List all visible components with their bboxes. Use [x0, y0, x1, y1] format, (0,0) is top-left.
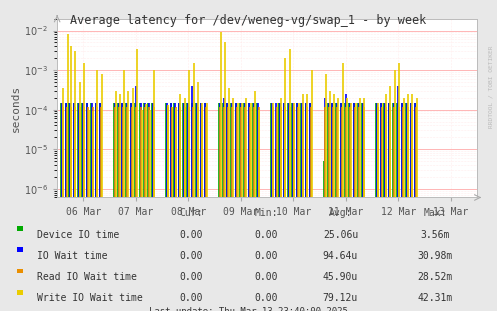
Y-axis label: seconds: seconds — [11, 85, 21, 132]
Text: 0.00: 0.00 — [254, 230, 278, 239]
Text: 0.00: 0.00 — [179, 293, 203, 303]
Text: 28.52m: 28.52m — [417, 272, 452, 282]
Text: 0.00: 0.00 — [179, 230, 203, 239]
Text: Max:: Max: — [423, 208, 447, 218]
Text: 0.00: 0.00 — [254, 272, 278, 282]
Text: IO Wait time: IO Wait time — [37, 251, 108, 261]
Text: 42.31m: 42.31m — [417, 293, 452, 303]
Text: 30.98m: 30.98m — [417, 251, 452, 261]
Text: Write IO Wait time: Write IO Wait time — [37, 293, 143, 303]
Text: 25.06u: 25.06u — [323, 230, 358, 239]
Text: Device IO time: Device IO time — [37, 230, 119, 239]
Text: 0.00: 0.00 — [254, 293, 278, 303]
Text: 94.64u: 94.64u — [323, 251, 358, 261]
Text: 0.00: 0.00 — [179, 251, 203, 261]
Text: RRDTOOL / TOBI OETIKER: RRDTOOL / TOBI OETIKER — [489, 46, 494, 128]
Text: 0.00: 0.00 — [254, 251, 278, 261]
Text: 0.00: 0.00 — [179, 272, 203, 282]
Text: 79.12u: 79.12u — [323, 293, 358, 303]
Text: Min:: Min: — [254, 208, 278, 218]
Text: Cur:: Cur: — [179, 208, 203, 218]
Text: Avg:: Avg: — [329, 208, 352, 218]
Text: Last update: Thu Mar 13 23:40:00 2025: Last update: Thu Mar 13 23:40:00 2025 — [149, 307, 348, 311]
Text: 45.90u: 45.90u — [323, 272, 358, 282]
Text: Average latency for /dev/weneg-vg/swap_1 - by week: Average latency for /dev/weneg-vg/swap_1… — [71, 14, 426, 27]
Text: Read IO Wait time: Read IO Wait time — [37, 272, 137, 282]
Text: 3.56m: 3.56m — [420, 230, 450, 239]
